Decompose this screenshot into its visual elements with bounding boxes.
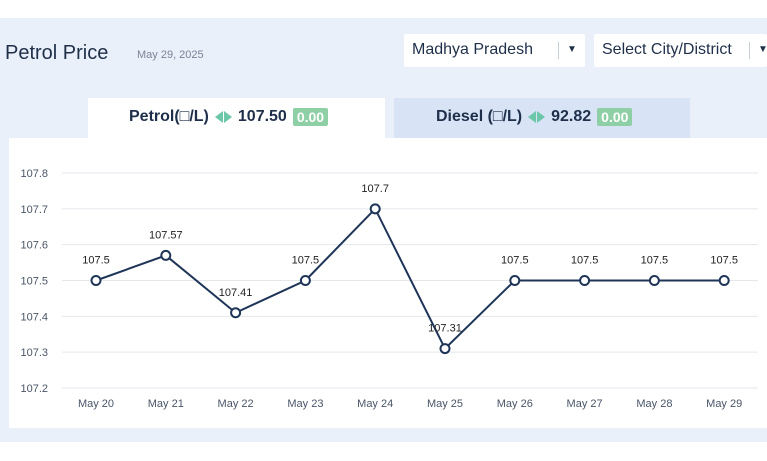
select-divider: [558, 42, 559, 59]
price-series-line: [95, 207, 725, 351]
price-change-arrows-icon: [214, 111, 232, 123]
data-label: 107.57: [149, 229, 183, 241]
state-select-value: Madhya Pradesh: [412, 41, 533, 58]
tab-diesel[interactable]: Diesel (□/L) 92.82 0.00: [394, 98, 690, 138]
data-point: [90, 275, 102, 286]
x-tick-label: May 23: [287, 398, 323, 410]
data-point: [648, 275, 660, 286]
tab-petrol[interactable]: Petrol(□/L) 107.50 0.00: [88, 98, 385, 138]
data-label: 107.5: [710, 255, 738, 267]
data-point: [579, 275, 591, 286]
city-select[interactable]: Select City/District ▼: [594, 34, 767, 67]
top-strip: [0, 0, 767, 18]
data-label: 107.31: [428, 323, 462, 335]
y-tick-label: 107.3: [20, 347, 48, 359]
x-tick-label: May 20: [78, 398, 114, 410]
data-point: [439, 343, 451, 355]
data-point: [299, 275, 311, 286]
diesel-price: 92.82: [551, 108, 592, 125]
diesel-change-badge: 0.00: [597, 108, 633, 126]
data-label: 107.5: [571, 255, 599, 267]
chevron-down-icon[interactable]: ▼: [567, 44, 577, 55]
select-divider: [749, 42, 750, 59]
data-point: [160, 249, 172, 261]
data-label: 107.5: [641, 255, 669, 267]
bottom-strip: [0, 442, 767, 461]
data-label: 107.5: [82, 255, 110, 267]
x-tick-label: May 22: [218, 398, 254, 410]
data-point: [509, 275, 521, 286]
page-title: Petrol Price: [5, 42, 109, 64]
y-tick-label: 107.5: [20, 276, 48, 288]
data-point: [369, 203, 381, 215]
x-tick-label: May 27: [567, 398, 603, 410]
state-select[interactable]: Madhya Pradesh ▼: [404, 34, 585, 67]
tab-diesel-label: Diesel (□/L): [436, 108, 523, 125]
price-change-arrows-icon: [528, 111, 546, 123]
chevron-down-icon[interactable]: ▼: [758, 44, 767, 55]
y-tick-label: 107.6: [20, 240, 48, 252]
x-tick-label: May 24: [357, 398, 393, 410]
y-tick-label: 107.7: [20, 204, 48, 216]
data-point: [718, 275, 730, 286]
y-tick-label: 107.8: [20, 168, 48, 180]
city-select-placeholder: Select City/District: [602, 41, 732, 58]
chart-card: [9, 138, 767, 428]
price-date: May 29, 2025: [137, 49, 204, 61]
tab-petrol-label: Petrol(□/L): [129, 108, 209, 125]
data-label: 107.5: [292, 255, 320, 267]
petrol-price: 107.50: [237, 108, 287, 125]
x-tick-label: May 25: [427, 398, 463, 410]
data-label: 107.7: [361, 183, 389, 195]
y-tick-label: 107.2: [20, 383, 48, 395]
data-label: 107.41: [219, 287, 253, 299]
y-tick-label: 107.4: [20, 311, 48, 323]
x-tick-label: May 21: [148, 398, 184, 410]
data-label: 107.5: [501, 255, 529, 267]
petrol-change-badge: 0.00: [292, 108, 329, 126]
x-tick-label: May 26: [497, 398, 533, 410]
data-point: [230, 307, 242, 319]
x-tick-label: May 28: [636, 398, 672, 410]
x-tick-label: May 29: [706, 398, 742, 410]
